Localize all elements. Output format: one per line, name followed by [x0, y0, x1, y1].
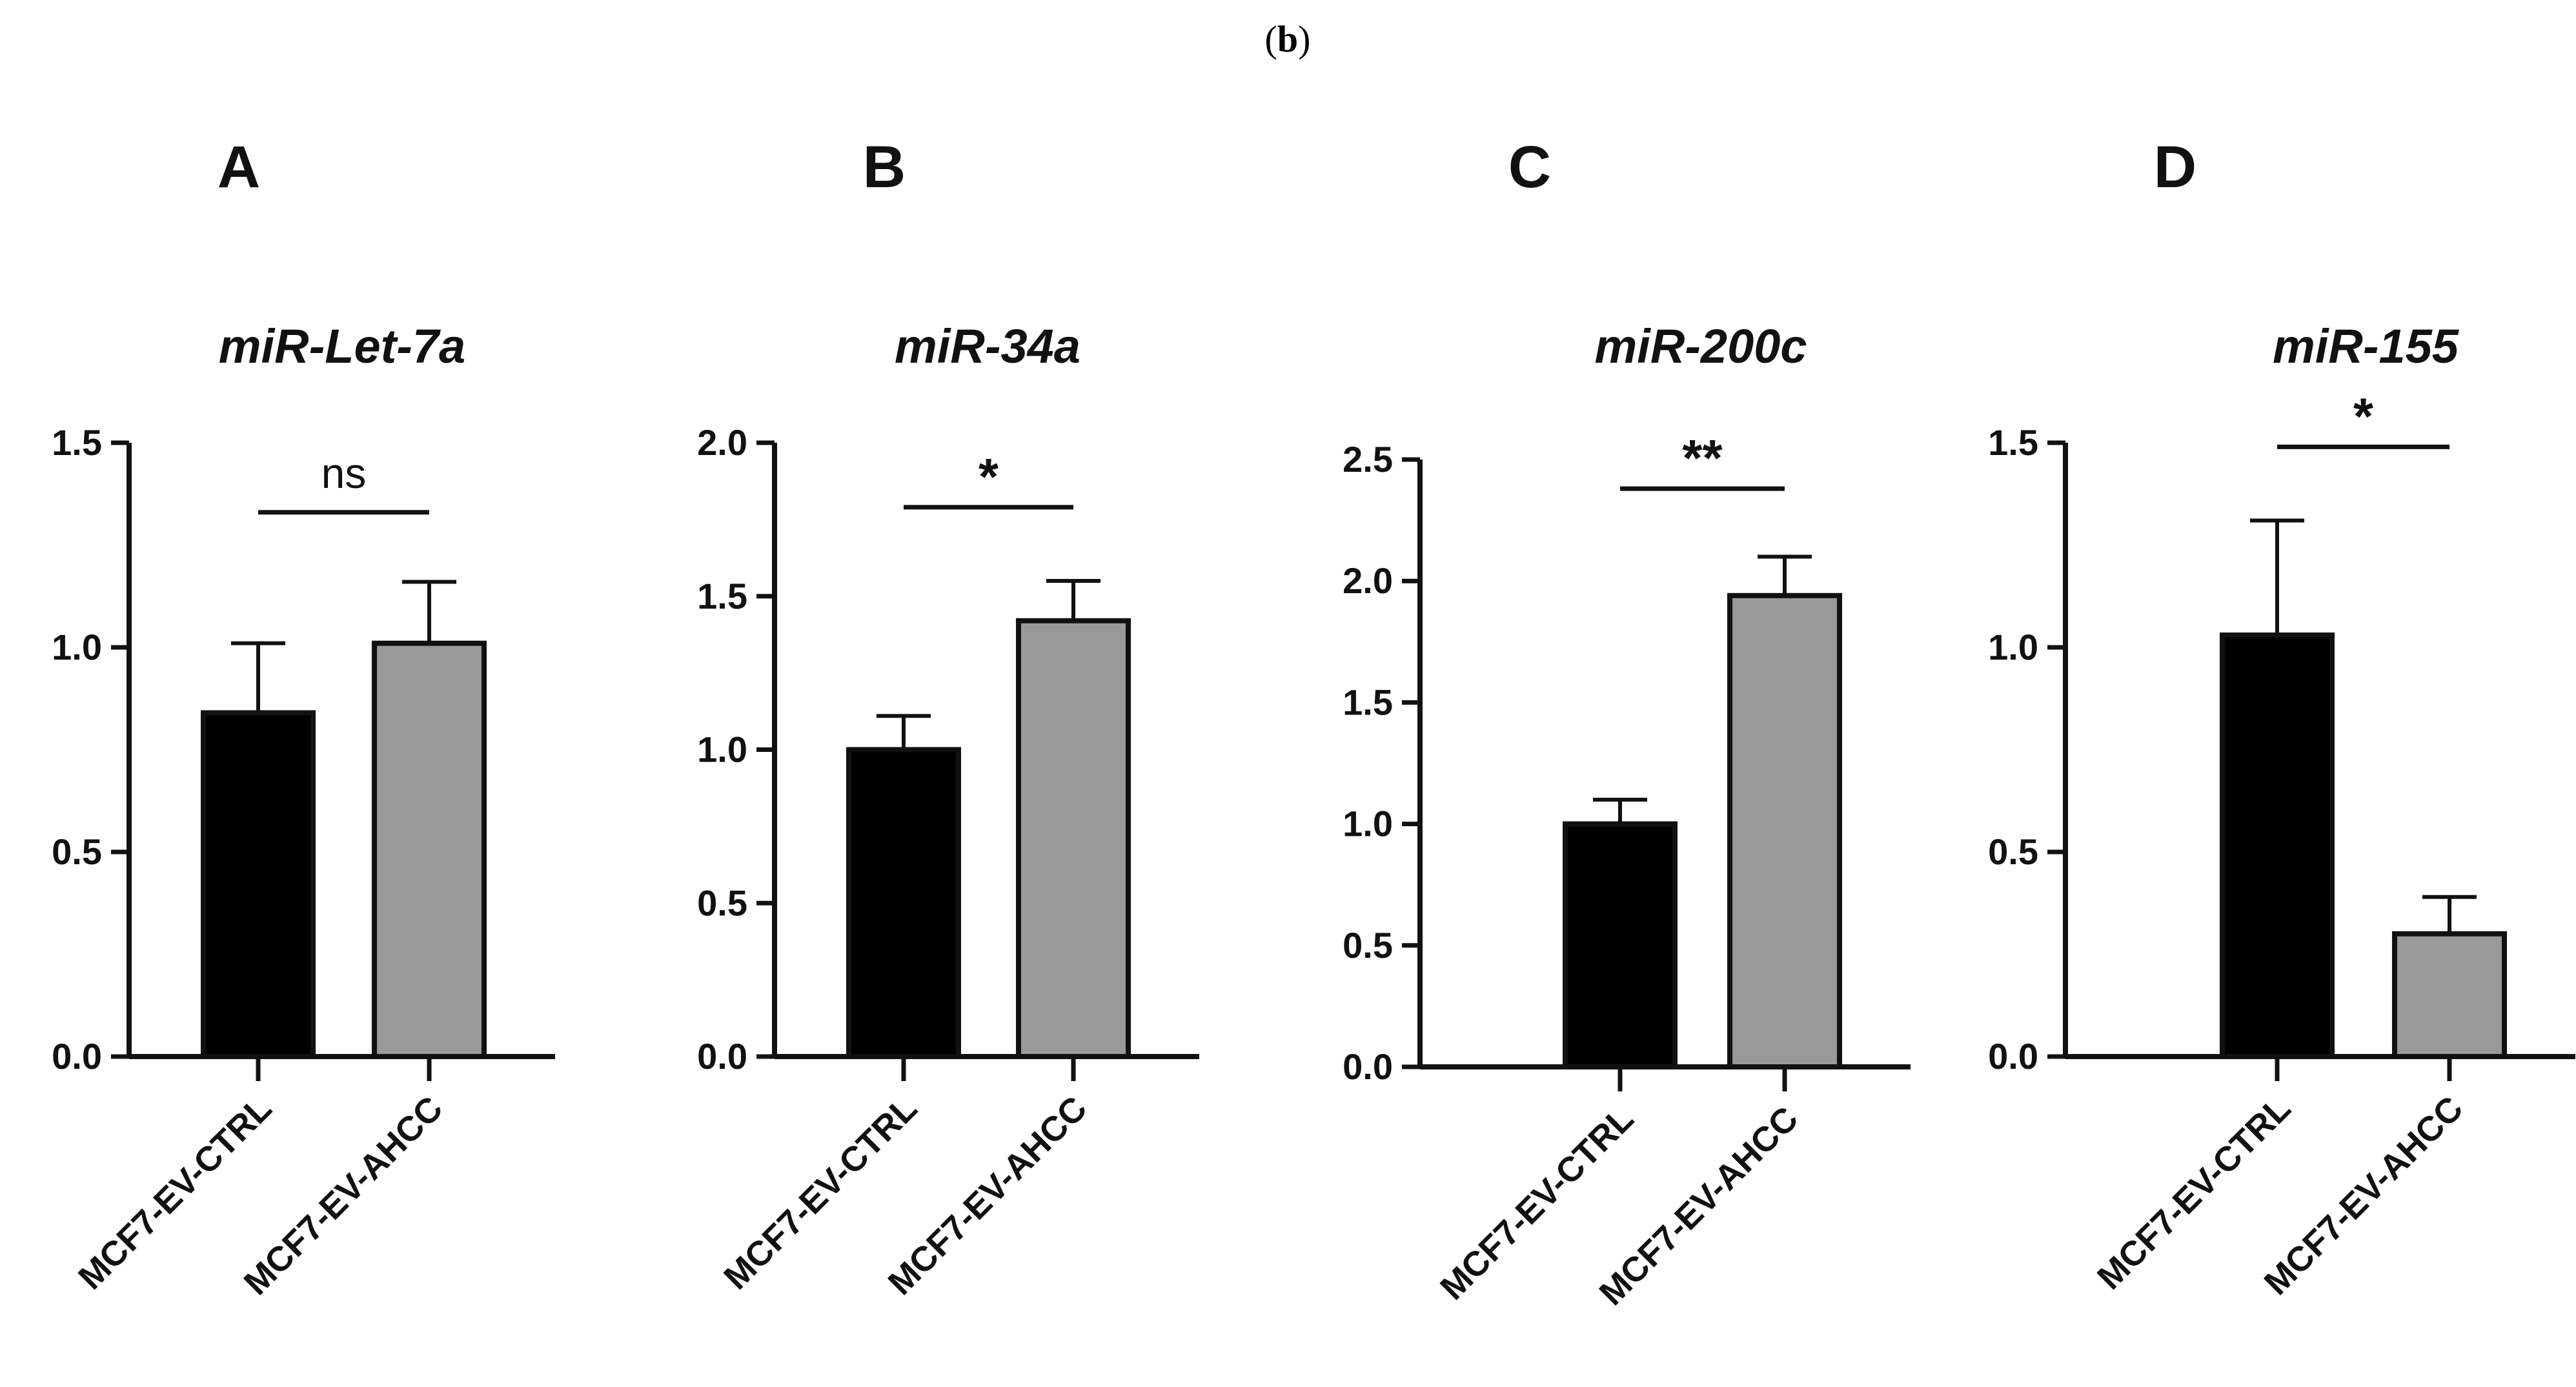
bar: [846, 747, 961, 1059]
y-tick-label: 1.0: [1988, 627, 2038, 667]
y-tick-label: 1.5: [697, 576, 747, 616]
chart-panel-d: DmiR-1550.00.51.01.5MCF7-EV-CTRLMCF7-EV-…: [1988, 134, 2575, 1302]
chart-panel-c: CmiR-200c0.00.51.01.52.02.5MCF7-EV-CTRLM…: [1343, 134, 1911, 1313]
chart-title: miR-34a: [895, 319, 1080, 373]
chart-title: miR-155: [2273, 319, 2460, 373]
figure-label: (b): [1265, 18, 1311, 60]
significance-label: *: [979, 448, 999, 505]
y-tick-label: 0.5: [1988, 831, 2038, 872]
y-tick-label: 1.5: [52, 422, 102, 463]
y-tick-label: 0.0: [1988, 1036, 2038, 1077]
y-tick-label: 0.0: [697, 1036, 747, 1077]
y-tick-label: 0.5: [52, 831, 102, 872]
y-tick-label: 2.0: [1343, 560, 1393, 601]
chart-panel-b: BmiR-34a0.00.51.01.52.0MCF7-EV-CTRLMCF7-…: [697, 134, 1199, 1302]
y-tick-label: 0.5: [697, 882, 747, 923]
significance-label: *: [2353, 387, 2374, 445]
bar: [1563, 821, 1678, 1069]
significance-label: ns: [321, 449, 367, 497]
chart-title: miR-200c: [1594, 319, 1807, 373]
bar: [2392, 931, 2507, 1060]
y-tick-label: 0.0: [1343, 1046, 1393, 1087]
chart-panel-a: AmiR-Let-7a0.00.51.01.5MCF7-EV-CTRLMCF7-…: [52, 134, 555, 1302]
bar: [372, 640, 487, 1059]
panel-letter: B: [863, 134, 906, 200]
panel-letter: C: [1508, 134, 1551, 200]
bar: [201, 710, 316, 1059]
chart-title: miR-Let-7a: [219, 319, 465, 373]
y-tick-label: 2.5: [1343, 439, 1393, 480]
y-tick-label: 2.0: [697, 422, 747, 463]
y-tick-label: 1.0: [52, 627, 102, 667]
y-tick-label: 1.0: [697, 729, 747, 770]
y-tick-label: 0.5: [1343, 925, 1393, 966]
panel-letter: D: [2154, 134, 2196, 200]
y-tick-label: 1.0: [1343, 804, 1393, 844]
y-tick-label: 1.5: [1988, 422, 2038, 463]
significance-label: **: [1682, 429, 1723, 487]
panel-letter: A: [218, 134, 260, 200]
bar: [2220, 632, 2335, 1059]
y-tick-label: 0.0: [52, 1036, 102, 1077]
bar: [1727, 592, 1842, 1069]
y-tick-label: 1.5: [1343, 682, 1393, 722]
bar: [1016, 618, 1131, 1059]
